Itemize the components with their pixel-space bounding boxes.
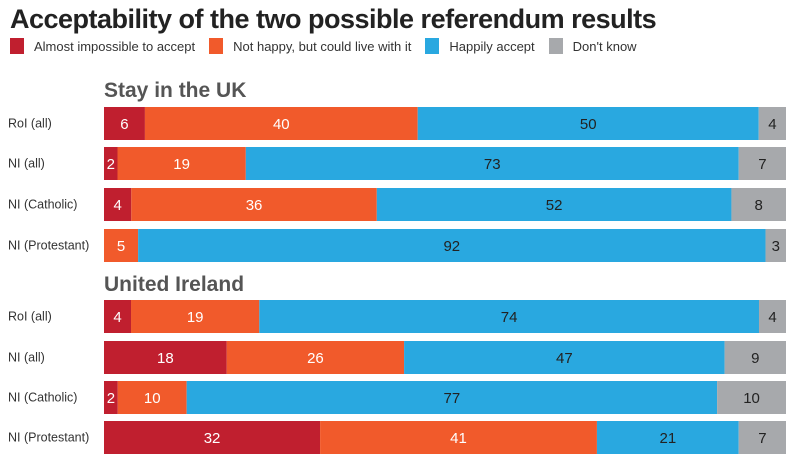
bar-segment: [186, 381, 718, 414]
data-label: 50: [580, 116, 597, 133]
row-label: RoI (all): [8, 117, 52, 131]
data-label: 2: [107, 390, 115, 407]
legend-item-not-happy: Not happy, but could live with it: [209, 38, 411, 54]
row-label: NI (all): [8, 351, 45, 365]
data-label: 8: [755, 197, 763, 214]
bar-segment: [131, 300, 260, 333]
data-label: 92: [443, 238, 460, 255]
data-label: 3: [772, 238, 780, 255]
row-label: NI (Catholic): [8, 198, 77, 212]
legend-label: Happily accept: [449, 38, 535, 54]
legend-label: Almost impossible to accept: [34, 38, 196, 54]
bar-segment: [104, 421, 321, 454]
data-label: 9: [751, 350, 759, 367]
data-label: 4: [768, 116, 776, 133]
data-label: 7: [758, 430, 766, 447]
data-label: 26: [307, 350, 324, 367]
bar-segment: [376, 188, 732, 221]
bar-segment: [138, 229, 766, 262]
data-label: 21: [659, 430, 676, 447]
data-label: 19: [187, 309, 204, 326]
bar-segment: [738, 421, 786, 454]
row-label: NI (Protestant): [8, 239, 89, 253]
bar-segment: [259, 300, 759, 333]
bar-segment: [758, 300, 786, 333]
data-label: 32: [204, 430, 221, 447]
group-title: United Ireland: [104, 273, 244, 296]
data-label: 5: [117, 238, 125, 255]
bar-segment: [226, 341, 405, 374]
legend-label: Don't know: [572, 38, 637, 54]
legend-item-almost-impossible: Almost impossible to accept: [10, 38, 195, 54]
data-label: 10: [743, 390, 760, 407]
bar-segment: [765, 229, 786, 262]
data-label: 73: [484, 156, 501, 173]
data-label: 74: [501, 309, 518, 326]
data-label: 47: [556, 350, 573, 367]
bar-segment: [404, 341, 725, 374]
bar-segment: [104, 300, 132, 333]
bar-segment: [731, 188, 786, 221]
legend-swatch: [548, 38, 563, 54]
legend-label: Not happy, but could live with it: [233, 38, 412, 54]
bar-segment: [245, 147, 739, 180]
legend-item-happily-accept: Happily accept: [425, 38, 535, 54]
data-label: 19: [173, 156, 190, 173]
bar-segment: [724, 341, 786, 374]
bar-segment: [738, 147, 786, 180]
data-label: 6: [120, 116, 128, 133]
group-title: Stay in the UK: [104, 79, 246, 102]
data-label: 77: [444, 390, 461, 407]
data-label: 4: [113, 197, 121, 214]
row-label: NI (all): [8, 157, 45, 171]
bar-segment: [104, 381, 118, 414]
bar-segment: [417, 107, 759, 140]
bar-segment: [320, 421, 597, 454]
bar-segment: [131, 188, 377, 221]
row-label: NI (Protestant): [8, 431, 89, 445]
data-label: 40: [273, 116, 290, 133]
legend-swatch: [10, 38, 24, 54]
bar-segment: [104, 147, 118, 180]
bar-segment: [104, 341, 227, 374]
bar-segment: [144, 107, 418, 140]
data-label: 52: [546, 197, 563, 214]
bar-segment: [104, 188, 132, 221]
data-label: 7: [758, 156, 766, 173]
data-label: 4: [113, 309, 121, 326]
chart-title: Acceptability of the two possible refere…: [10, 4, 657, 34]
legend-swatch: [209, 38, 224, 54]
legend-item-dont-know: Don't know: [548, 38, 637, 54]
bar-segment: [758, 107, 786, 140]
data-label: 4: [768, 309, 776, 326]
data-label: 36: [246, 197, 263, 214]
bar-segment: [117, 381, 187, 414]
bar-segment: [717, 381, 786, 414]
row-label: NI (Catholic): [8, 391, 77, 405]
legend: Almost impossible to accept Not happy, b…: [10, 38, 651, 54]
bar-segment: [104, 107, 145, 140]
data-label: 10: [144, 390, 161, 407]
data-label: 18: [157, 350, 174, 367]
legend-swatch: [425, 38, 440, 54]
data-label: 2: [107, 156, 115, 173]
row-label: RoI (all): [8, 310, 52, 324]
bar-segment: [104, 229, 139, 262]
data-label: 41: [450, 430, 467, 447]
bar-segment: [117, 147, 246, 180]
bar-segment: [596, 421, 739, 454]
